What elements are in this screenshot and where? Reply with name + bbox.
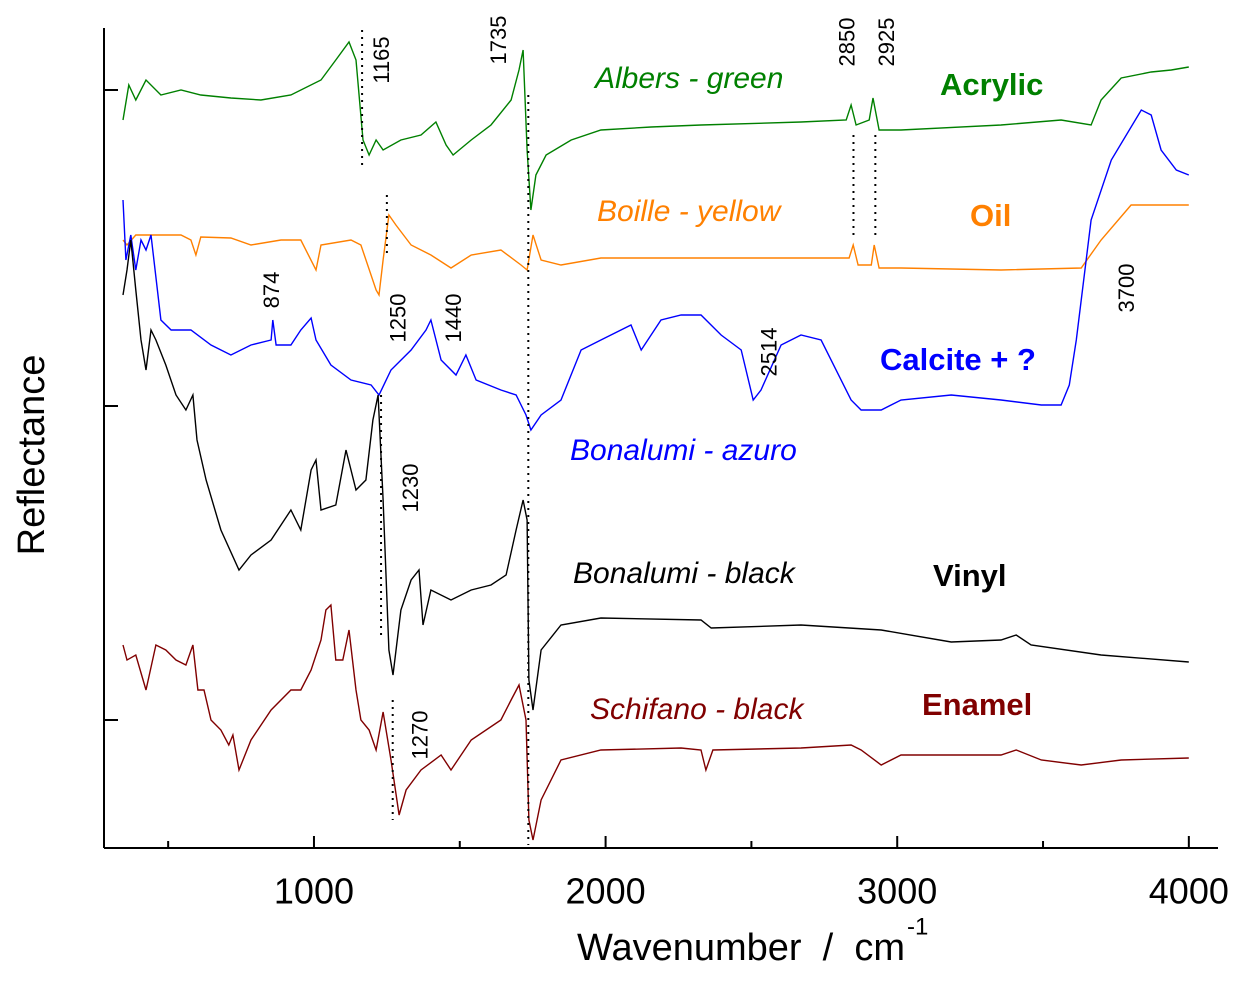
x-tick-label: 4000 [1149, 871, 1229, 912]
x-tick-label: 1000 [274, 871, 354, 912]
peak-label: 3700 [1114, 264, 1139, 313]
x-axis-label: Wavenumber / cm [577, 927, 905, 969]
peak-label: 1230 [398, 464, 423, 513]
peak-label: 1735 [486, 16, 511, 65]
x-axis-label-sup: -1 [907, 913, 928, 940]
peak-label: 1270 [408, 711, 433, 760]
x-tick-label: 3000 [857, 871, 937, 912]
series-name: Albers - green [593, 62, 783, 95]
series-name: Bonalumi - black [573, 557, 797, 590]
series-name: Boille - yellow [597, 195, 783, 228]
series-class: Calcite + ? [880, 342, 1036, 377]
peak-label: 2514 [756, 328, 781, 377]
spectrum-line [122, 239, 1189, 711]
series-class: Acrylic [940, 67, 1043, 102]
series-class: Enamel [922, 687, 1032, 722]
peak-label: 1165 [369, 36, 394, 83]
spectrum-line [122, 109, 1190, 432]
peak-label: 2850 [834, 18, 859, 67]
x-tick-label: 2000 [566, 871, 646, 912]
series-name: Schifano - black [590, 693, 805, 726]
y-axis-label: Reflectance [11, 355, 53, 556]
series-name: Bonalumi - azuro [570, 434, 797, 467]
spectrum-line [122, 204, 1189, 298]
spectrum-line [122, 40, 1189, 211]
peak-label: 1250 [386, 294, 411, 343]
peak-label: 2925 [874, 18, 899, 67]
peak-label: 874 [259, 272, 284, 309]
series-class: Oil [970, 198, 1011, 233]
peak-label: 1440 [441, 294, 466, 343]
series-class: Vinyl [933, 558, 1007, 593]
spectrum-line [122, 603, 1189, 841]
